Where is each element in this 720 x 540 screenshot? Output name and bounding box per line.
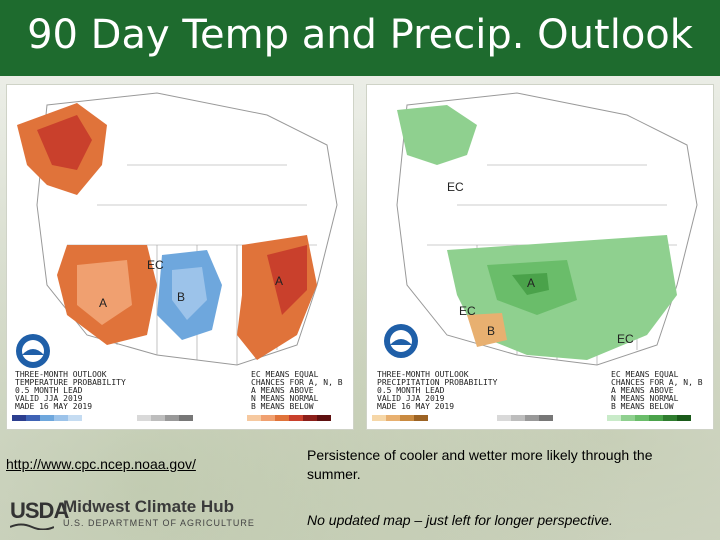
precip-header-line: PRECIPITATION PROBABILITY [377, 378, 498, 387]
temp-key-line: N MEANS NORMAL [251, 394, 319, 403]
alaska-above-region [397, 105, 477, 165]
title-bar [0, 0, 720, 76]
precip-key-line: A MEANS ABOVE [611, 386, 674, 395]
temp-key-line: EC MEANS EQUAL [251, 370, 319, 379]
precip-label-b: B [487, 324, 495, 338]
temp-header-line: THREE-MONTH OUTLOOK [15, 370, 107, 379]
temp-header-line: 0.5 MONTH LEAD [15, 386, 83, 395]
precip-key-line: EC MEANS EQUAL [611, 370, 679, 379]
precip-header-line: MADE 16 MAY 2019 [377, 402, 454, 411]
precip-label-ec-north: EC [447, 180, 464, 194]
usda-wordmark: USDA [10, 498, 69, 523]
precip-header-line: 0.5 MONTH LEAD [377, 386, 445, 395]
temp-label-b: B [177, 290, 185, 304]
temperature-outlook-map: THREE-MONTH OUTLOOK TEMPERATURE PROBABIL… [6, 84, 354, 430]
temp-label-ec: EC [147, 258, 164, 272]
precip-key-line: N MEANS NORMAL [611, 394, 679, 403]
temp-label-a-east: A [275, 274, 283, 288]
department-name: U.S. DEPARTMENT OF AGRICULTURE [63, 518, 255, 528]
precip-label-ec-east: EC [617, 332, 634, 346]
southwest-below-region [467, 313, 507, 347]
temp-legend-bar [12, 415, 331, 421]
temp-key-line: CHANCES FOR A, N, B [251, 378, 343, 387]
precip-label-ec-west: EC [459, 304, 476, 318]
hub-name: Midwest Climate Hub [63, 497, 234, 516]
precip-legend-bar [372, 415, 691, 421]
precip-header-line: THREE-MONTH OUTLOOK [377, 370, 469, 379]
map-update-note: No updated map – just left for longer pe… [307, 512, 613, 528]
temp-header-line: VALID JJA 2019 [15, 394, 83, 403]
precip-key-line: CHANCES FOR A, N, B [611, 378, 703, 387]
precip-key-line: B MEANS BELOW [611, 402, 674, 411]
cpc-link[interactable]: http://www.cpc.ncep.noaa.gov/ [6, 456, 196, 472]
precipitation-outlook-map: THREE-MONTH OUTLOOK PRECIPITATION PROBAB… [366, 84, 714, 430]
usda-wave-icon [10, 523, 54, 530]
temp-header-line: TEMPERATURE PROBABILITY [15, 378, 126, 387]
precip-header-line: VALID JJA 2019 [377, 394, 445, 403]
temp-label-a-west: A [99, 296, 107, 310]
persistence-note: Persistence of cooler and wetter more li… [307, 447, 653, 482]
temp-header-line: MADE 16 MAY 2019 [15, 402, 92, 411]
temp-key-line: B MEANS BELOW [251, 402, 314, 411]
slide-title: 90 Day Temp and Precip. Outlook [27, 12, 693, 58]
precip-label-a: A [527, 276, 535, 290]
temp-key-line: A MEANS ABOVE [251, 386, 314, 395]
